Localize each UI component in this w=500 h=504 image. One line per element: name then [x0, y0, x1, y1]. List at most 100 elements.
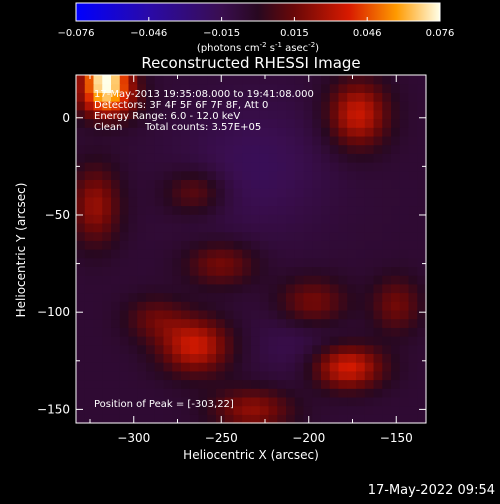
heatmap-cell: [251, 396, 261, 407]
heatmap-cell: [189, 127, 200, 137]
heatmap-cell: [347, 179, 357, 189]
heatmap-cell: [93, 336, 103, 346]
heatmap-cell: [154, 396, 165, 407]
heatmap-cell: [286, 188, 296, 198]
heatmap-cell: [128, 388, 138, 398]
heatmap-cell: [128, 127, 138, 137]
heatmap-cell: [76, 370, 86, 381]
heatmap-cell: [408, 362, 418, 372]
heatmap-cell: [259, 379, 270, 389]
heatmap-cell: [189, 344, 200, 354]
heatmap-cell: [391, 188, 401, 198]
heatmap-cell: [172, 214, 182, 224]
heatmap-cell: [277, 196, 287, 207]
heatmap-cell: [207, 127, 217, 137]
heatmap-cell: [364, 101, 375, 111]
heatmap-cell: [373, 283, 383, 294]
heatmap-cell: [76, 231, 86, 241]
heatmap-cell: [224, 231, 235, 241]
heatmap-cell: [128, 309, 138, 320]
heatmap-cell: [242, 214, 252, 224]
heatmap-cell: [111, 83, 121, 93]
heatmap-cell: [382, 240, 392, 250]
heatmap-cell: [391, 92, 401, 102]
heatmap-cell: [382, 188, 392, 198]
heatmap-cell: [198, 379, 208, 389]
heatmap-cell: [356, 257, 366, 267]
heatmap-cell: [233, 92, 243, 102]
heatmap-cell: [259, 396, 270, 407]
heatmap-cell: [286, 266, 296, 276]
heatmap-cell: [329, 196, 340, 207]
heatmap-cell: [364, 83, 375, 93]
heatmap-cell: [259, 188, 270, 198]
heatmap-cell: [329, 301, 340, 311]
heatmap-cell: [198, 318, 208, 328]
heatmap-cell: [198, 75, 208, 85]
heatmap-cell: [111, 405, 121, 415]
heatmap-cell: [181, 344, 191, 354]
heatmap-cell: [128, 196, 138, 207]
heatmap-cell: [356, 388, 366, 398]
heatmap-cell: [303, 388, 313, 398]
heatmap-cell: [408, 144, 418, 154]
heatmap-cell: [259, 336, 270, 346]
heatmap-cell: [181, 327, 191, 337]
heatmap-cell: [189, 283, 200, 294]
heatmap-cell: [137, 118, 147, 128]
heatmap-cell: [373, 75, 383, 85]
heatmap-cell: [364, 179, 375, 189]
heatmap-cell: [84, 127, 95, 137]
heatmap-cell: [189, 231, 200, 241]
heatmap-cell: [84, 353, 95, 363]
heatmap-cell: [111, 336, 121, 346]
heatmap-cell: [338, 144, 348, 154]
heatmap-cell: [181, 222, 191, 233]
heatmap-cell: [76, 414, 86, 424]
heatmap-cell: [373, 170, 383, 180]
heatmap-cell: [172, 301, 182, 311]
heatmap-cell: [111, 327, 121, 337]
heatmap-cell: [163, 162, 173, 172]
heatmap-cell: [119, 205, 130, 215]
heatmap-cell: [408, 414, 418, 424]
heatmap-cell: [198, 249, 208, 259]
heatmap-cell: [277, 135, 287, 146]
heatmap-cell: [312, 231, 322, 241]
heatmap-cell: [321, 170, 331, 180]
heatmap-cell: [119, 188, 130, 198]
heatmap-cell: [163, 388, 173, 398]
heatmap-cell: [119, 388, 130, 398]
heatmap-cell: [382, 370, 392, 381]
heatmap-cell: [216, 292, 226, 302]
heatmap-cell: [399, 153, 410, 163]
heatmap-cell: [382, 92, 392, 102]
heatmap-cell: [102, 292, 112, 302]
heatmap-cell: [382, 214, 392, 224]
heatmap-cell: [259, 283, 270, 294]
heatmap-cell: [329, 257, 340, 267]
heatmap-cell: [294, 379, 305, 389]
heatmap-cell: [93, 135, 103, 146]
heatmap-cell: [259, 118, 270, 128]
heatmap-cell: [154, 222, 165, 233]
heatmap-cell: [408, 353, 418, 363]
heatmap-cell: [347, 127, 357, 137]
heatmap-cell: [294, 266, 305, 276]
heatmap-cell: [128, 275, 138, 285]
heatmap-cell: [373, 83, 383, 93]
heatmap-cell: [268, 222, 278, 233]
heatmap-cell: [417, 162, 427, 172]
heatmap-cell: [268, 196, 278, 207]
heatmap-cell: [242, 162, 252, 172]
heatmap-cell: [119, 144, 130, 154]
heatmap-cell: [119, 275, 130, 285]
heatmap-cell: [76, 135, 86, 146]
heatmap-cell: [224, 370, 235, 381]
heatmap-cell: [312, 170, 322, 180]
heatmap-cell: [259, 362, 270, 372]
heatmap-cell: [119, 362, 130, 372]
heatmap-cell: [224, 275, 235, 285]
heatmap-cell: [303, 101, 313, 111]
